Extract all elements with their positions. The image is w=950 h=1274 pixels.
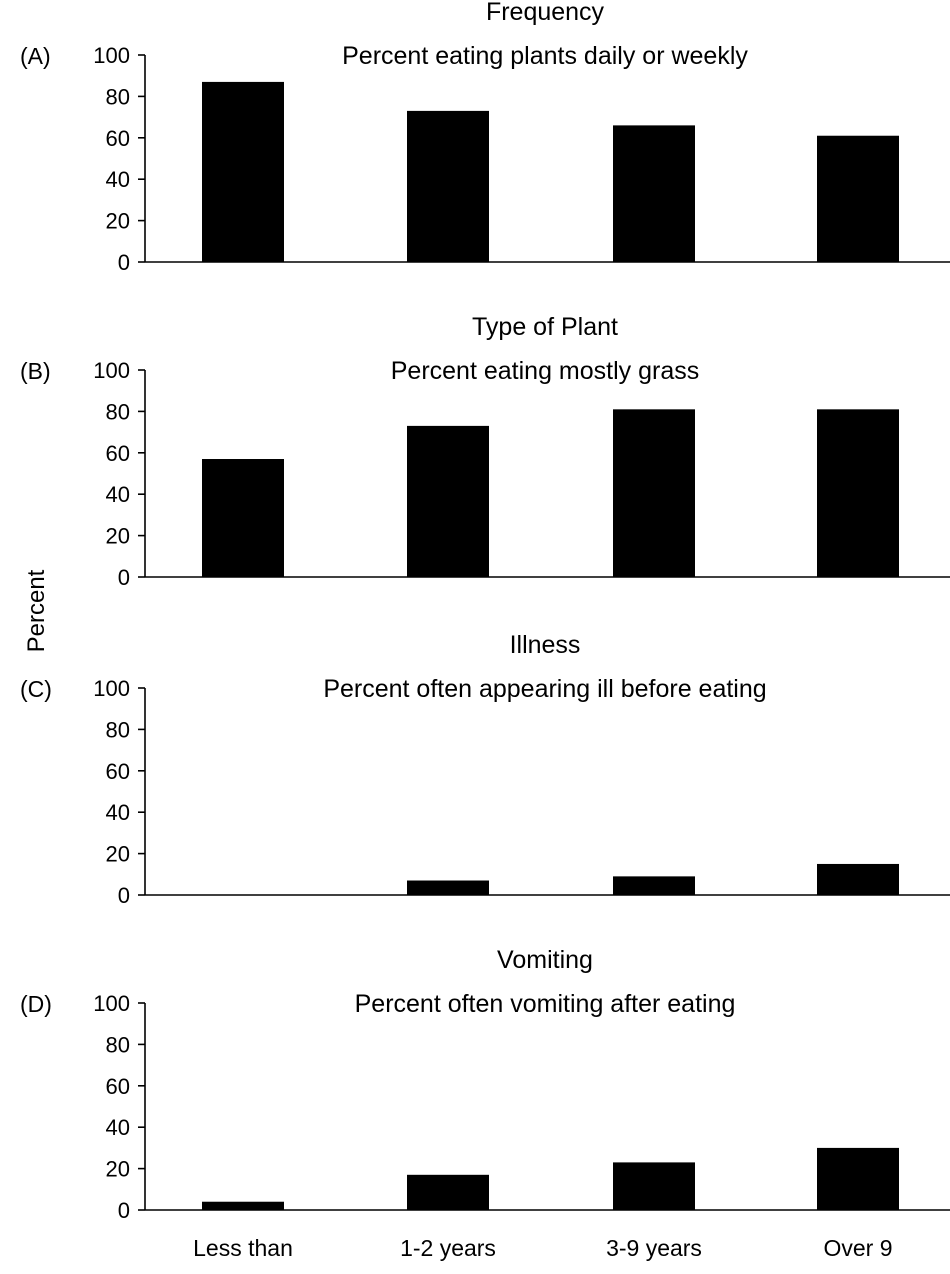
y-tick-label: 80 (106, 84, 130, 109)
y-tick-label: 20 (106, 1157, 130, 1182)
x-category-label: Less than (193, 1235, 293, 1261)
chart-subtitle: Percent often vomiting after eating (355, 990, 736, 1018)
panel-label: (D) (20, 991, 52, 1017)
y-tick-label: 20 (106, 209, 130, 234)
bar-chart-panel: Vomiting Percent often vomiting after eat… (20, 946, 950, 1223)
x-category-label: Over 9 (823, 1235, 892, 1261)
y-tick-label: 100 (93, 43, 130, 68)
bar (202, 459, 284, 577)
bar (407, 880, 489, 895)
y-tick-label: 40 (106, 800, 130, 825)
bar (613, 876, 695, 895)
bar (407, 425, 489, 577)
chart-subtitle: Percent eating plants daily or weekly (342, 42, 748, 70)
y-tick-label: 80 (106, 717, 130, 742)
chart-title: Type of Plant (472, 313, 618, 341)
bar (407, 110, 489, 262)
chart-title: Frequency (486, 0, 605, 26)
chart-subtitle: Percent eating mostly grass (391, 357, 699, 385)
bar (817, 863, 899, 895)
y-tick-label: 20 (106, 524, 130, 549)
y-tick-label: 0 (118, 565, 130, 590)
panel-label: (A) (20, 43, 51, 69)
y-tick-label: 40 (106, 167, 130, 192)
bar-chart-panel: Type of Plant Percent eating mostly grass… (20, 313, 950, 590)
bar (613, 409, 695, 577)
y-tick-label: 20 (106, 842, 130, 867)
y-tick-label: 0 (118, 883, 130, 908)
y-tick-label: 0 (118, 250, 130, 275)
panel-label: (B) (20, 358, 51, 384)
y-tick-label: 60 (106, 1074, 130, 1099)
bar (613, 125, 695, 262)
bar (202, 1201, 284, 1210)
y-tick-label: 60 (106, 441, 130, 466)
y-tick-label: 0 (118, 1198, 130, 1223)
y-tick-label: 60 (106, 759, 130, 784)
bar (817, 409, 899, 577)
bar (817, 1147, 899, 1210)
bar-chart-panel: Illness Percent often appearing ill befor… (20, 631, 950, 908)
panel-label: (C) (20, 676, 52, 702)
chart-subtitle: Percent often appearing ill before eatin… (323, 675, 766, 703)
y-tick-label: 100 (93, 991, 130, 1016)
bar-chart-panel: Frequency Percent eating plants daily or … (20, 0, 950, 275)
bar (613, 1162, 695, 1210)
bar (202, 81, 284, 262)
bar (407, 1174, 489, 1210)
chart-title: Vomiting (497, 946, 593, 974)
y-tick-label: 60 (106, 126, 130, 151)
y-tick-label: 80 (106, 1032, 130, 1057)
panels-group: Frequency Percent eating plants daily or … (20, 0, 950, 1223)
y-tick-label: 80 (106, 399, 130, 424)
y-tick-label: 40 (106, 482, 130, 507)
y-tick-label: 40 (106, 1115, 130, 1140)
bar (817, 135, 899, 262)
y-axis-label: Percent (23, 569, 50, 652)
chart-title: Illness (510, 631, 581, 659)
y-tick-label: 100 (93, 676, 130, 701)
x-category-label: 1-2 years (400, 1235, 496, 1261)
x-category-label: 3-9 years (606, 1235, 702, 1261)
y-tick-label: 100 (93, 358, 130, 383)
